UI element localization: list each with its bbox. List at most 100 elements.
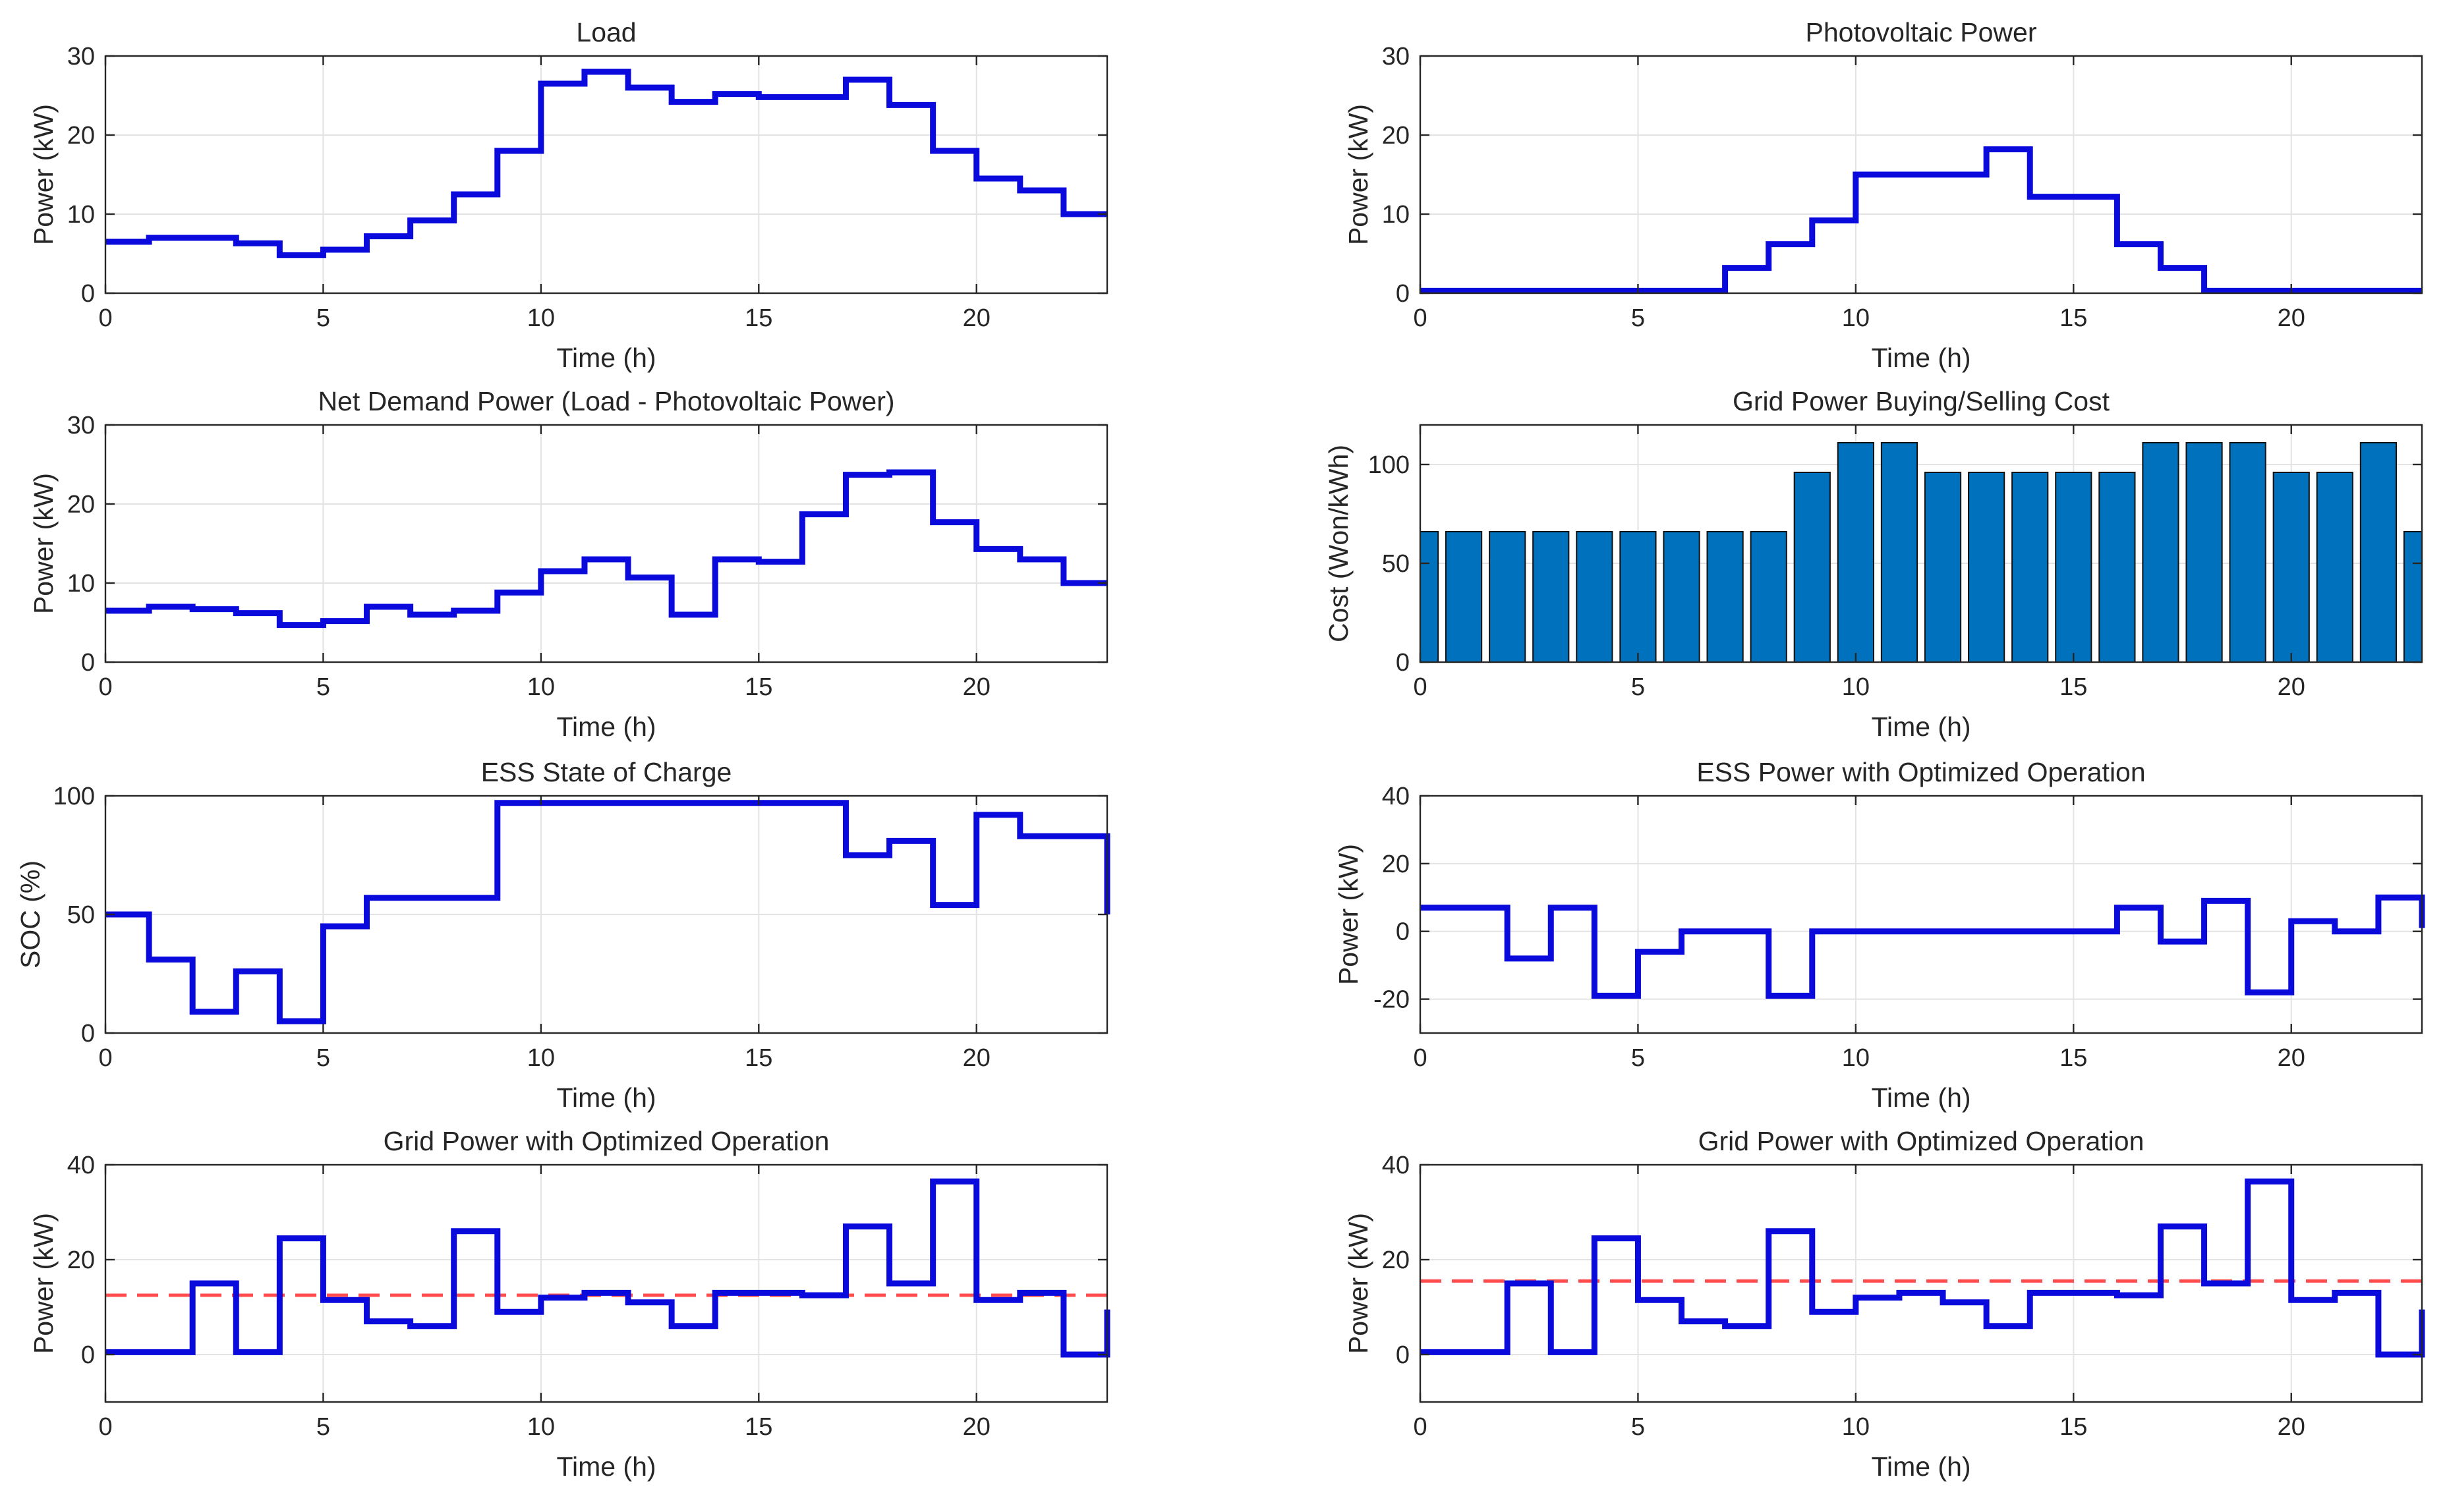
x-tick-label: 15 xyxy=(745,1044,772,1072)
x-tick-label: 0 xyxy=(98,304,112,332)
y-tick-label: 20 xyxy=(67,491,95,518)
y-tick-label: 0 xyxy=(1396,918,1410,946)
series-line xyxy=(1420,1178,2425,1358)
y-tick-label: 20 xyxy=(1382,851,1410,878)
x-tick-label: 20 xyxy=(963,673,991,701)
axes-box xyxy=(1419,424,2423,663)
axes-box xyxy=(104,424,1108,663)
x-tick-label: 15 xyxy=(2059,1044,2087,1072)
chart-title: Grid Power with Optimized Operation xyxy=(384,1126,830,1156)
series-line xyxy=(105,1178,1110,1358)
bar xyxy=(1576,531,1613,663)
y-tick-label: 0 xyxy=(1396,1341,1410,1369)
x-tick-label: 20 xyxy=(2278,304,2305,332)
x-tick-label: 5 xyxy=(1631,304,1645,332)
x-tick-label: 15 xyxy=(745,304,772,332)
chart-title: Grid Power with Optimized Operation xyxy=(1698,1126,2144,1156)
x-tick-label: 10 xyxy=(1842,1413,1870,1441)
bar xyxy=(1489,531,1526,663)
chart-title: Grid Power Buying/Selling Cost xyxy=(1733,386,2110,416)
x-tick-label: 15 xyxy=(745,673,772,701)
y-tick-label: 10 xyxy=(67,570,95,598)
grid xyxy=(1420,56,2422,293)
y-tick-label: 30 xyxy=(1382,43,1410,70)
y-tick-label: 40 xyxy=(1382,783,1410,810)
x-tick-label: 0 xyxy=(98,1044,112,1072)
x-tick-label: 10 xyxy=(527,304,555,332)
bar xyxy=(2316,472,2353,663)
axes-box xyxy=(1419,55,2423,294)
x-tick-label: 15 xyxy=(745,1413,772,1441)
y-axis-label: Power (kW) xyxy=(1333,844,1364,985)
y-tick-label: 0 xyxy=(81,1341,95,1369)
axes-box xyxy=(1419,795,2423,1034)
x-tick-label: 20 xyxy=(963,1413,991,1441)
panel-grid-power-2: Grid Power with Optimized Operation Time… xyxy=(1343,1126,2425,1482)
y-tick-label: 50 xyxy=(1382,550,1410,578)
bar xyxy=(2359,442,2398,663)
chart-title: Load xyxy=(576,17,636,47)
bar xyxy=(2098,472,2136,663)
y-tick-label: 30 xyxy=(67,43,95,70)
axes-box xyxy=(1419,1163,2423,1403)
x-tick-label: 5 xyxy=(1631,1413,1645,1441)
x-axis-label: Time (h) xyxy=(1871,1451,1970,1482)
y-tick-label: 50 xyxy=(67,901,95,929)
x-axis-label: Time (h) xyxy=(1871,712,1970,742)
panel-load: Load Time (h) Power (kW) 0 5 10 15 20 0 10 20 30 xyxy=(28,17,1108,373)
x-axis-label: Time (h) xyxy=(556,712,656,742)
x-tick-label: 10 xyxy=(527,1044,555,1072)
x-tick-label: 20 xyxy=(963,304,991,332)
x-tick-label: 20 xyxy=(963,1044,991,1072)
panel-pv: Photovoltaic Power Time (h) Power (kW) 0… xyxy=(1343,17,2423,373)
y-axis-label: Cost (Won/kWh) xyxy=(1323,445,1354,642)
x-axis-label: Time (h) xyxy=(1871,1082,1970,1113)
x-axis-label: Time (h) xyxy=(1871,343,1970,373)
panel-soc: ESS State of Charge Time (h) SOC (%) 0 5 1… xyxy=(15,757,1110,1113)
bar xyxy=(1663,531,1700,663)
chart-title: Photovoltaic Power xyxy=(1806,17,2037,47)
bar xyxy=(2403,531,2423,663)
y-tick-label: 0 xyxy=(1396,280,1410,308)
x-axis-label: Time (h) xyxy=(556,1451,656,1482)
panel-ess-power: ESS Power with Optimized Operation Time … xyxy=(1333,757,2425,1113)
axes-box xyxy=(104,55,1108,294)
x-tick-label: 0 xyxy=(98,1413,112,1441)
bar xyxy=(1968,472,2005,663)
x-tick-label: 5 xyxy=(316,1044,330,1072)
y-axis-label: SOC (%) xyxy=(15,860,45,968)
chart-title: Net Demand Power (Load - Photovoltaic Po… xyxy=(318,386,894,416)
y-tick-label: 10 xyxy=(67,201,95,229)
x-tick-label: 10 xyxy=(1842,1044,1870,1072)
x-tick-label: 15 xyxy=(2059,304,2087,332)
x-axis-label: Time (h) xyxy=(556,343,656,373)
panel-price: Grid Power Buying/Selling Cost Time (h) … xyxy=(1323,386,2423,742)
x-tick-label: 10 xyxy=(1842,673,1870,701)
y-axis-label: Power (kW) xyxy=(1343,104,1373,245)
x-tick-label: 5 xyxy=(316,1413,330,1441)
y-tick-label: 20 xyxy=(1382,122,1410,150)
axes-box xyxy=(104,1163,1108,1403)
x-tick-label: 20 xyxy=(2278,673,2305,701)
panel-net-demand: Net Demand Power (Load - Photovoltaic Po… xyxy=(28,386,1108,742)
y-tick-label: 40 xyxy=(1382,1152,1410,1179)
x-tick-label: 0 xyxy=(1413,673,1427,701)
x-tick-label: 0 xyxy=(1413,1413,1427,1441)
x-tick-label: 10 xyxy=(527,1413,555,1441)
y-tick-label: 30 xyxy=(67,412,95,439)
bar xyxy=(2229,442,2266,663)
y-tick-label: 100 xyxy=(53,783,95,810)
bar xyxy=(2142,442,2179,663)
x-tick-label: 20 xyxy=(2278,1413,2305,1441)
bar xyxy=(1793,472,1831,663)
panel-grid-power-1: Grid Power with Optimized Operation Time… xyxy=(28,1126,1110,1482)
x-tick-label: 5 xyxy=(316,304,330,332)
y-tick-label: 0 xyxy=(81,280,95,308)
series-line xyxy=(105,469,1107,629)
x-tick-label: 15 xyxy=(2059,673,2087,701)
y-tick-label: 100 xyxy=(1368,451,1410,479)
chart-title: ESS Power with Optimized Operation xyxy=(1696,757,2145,787)
y-axis-label: Power (kW) xyxy=(28,1213,59,1354)
x-axis-label: Time (h) xyxy=(556,1082,656,1113)
